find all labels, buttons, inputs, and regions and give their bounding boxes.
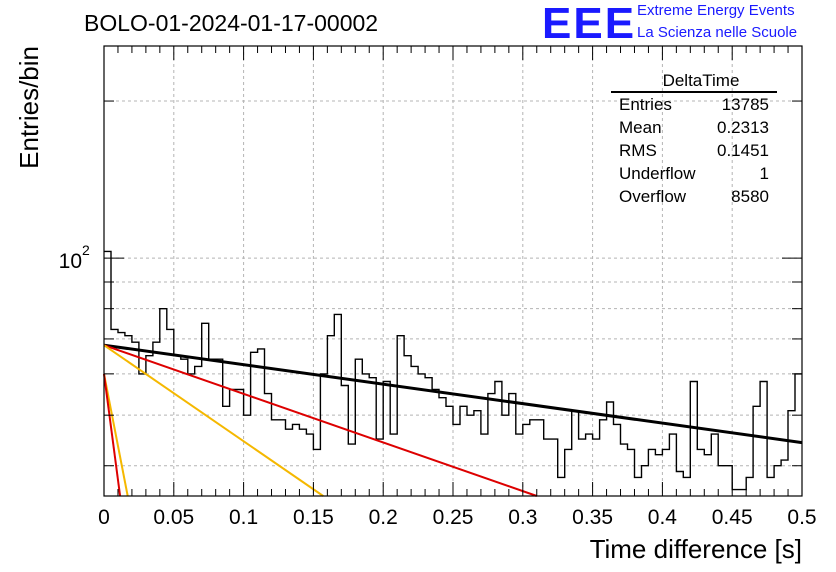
run-title: BOLO-01-2024-01-17-00002 <box>84 10 379 36</box>
stats-label: Underflow <box>619 164 696 183</box>
x-tick-label: 0.45 <box>712 506 753 529</box>
x-tick-label: 0.3 <box>508 506 537 529</box>
x-tick-label: 0.05 <box>153 506 194 529</box>
stats-label: Mean <box>619 118 662 137</box>
stats-value: 13785 <box>721 95 769 114</box>
stats-row: Mean 0.2313 <box>611 116 777 139</box>
y-tick-label-base: 10 <box>59 250 82 273</box>
y-tick-label-exponent: 2 <box>82 242 90 258</box>
y-axis-label: Entries/bin <box>14 46 44 169</box>
stats-title: DeltaTime <box>611 71 777 93</box>
x-tick-label: 0.35 <box>572 506 613 529</box>
fit-line-component <box>103 373 129 497</box>
stats-value: 0.1451 <box>717 141 769 160</box>
x-tick-label: 0.25 <box>433 506 474 529</box>
stats-label: RMS <box>619 141 657 160</box>
stats-row: Overflow 8580 <box>611 185 777 208</box>
stats-label: Overflow <box>619 187 687 206</box>
stats-box: DeltaTime Entries 13785 Mean 0.2313 RMS … <box>611 71 777 208</box>
x-tick-label: 0.4 <box>648 506 678 529</box>
histogram-step-line <box>104 250 802 491</box>
x-tick-labels: 0 0.05 0.1 0.15 0.2 0.25 0.3 0.35 0.4 0.45 0.5 <box>98 506 816 529</box>
histogram-bins <box>104 250 802 491</box>
logo-line-1: Extreme Energy Events <box>637 2 795 19</box>
fit-line-total <box>103 343 803 445</box>
stats-row: RMS 0.1451 <box>611 139 777 162</box>
fit-line-component <box>103 344 538 497</box>
stats-row: Underflow 1 <box>611 162 777 185</box>
fit-line-component <box>103 344 324 497</box>
stats-label: Entries <box>619 95 672 114</box>
x-tick-label: 0.5 <box>787 506 816 529</box>
stats-row: Entries 13785 <box>611 93 777 116</box>
axis-ticks <box>103 46 803 497</box>
x-tick-label: 0 <box>98 506 110 529</box>
stats-value: 1 <box>759 164 769 183</box>
fit-line-component <box>103 373 122 497</box>
logo-line-2: La Scienza nelle Scuole <box>637 24 798 41</box>
stats-value: 8580 <box>731 187 769 206</box>
x-tick-label: 0.2 <box>369 506 398 529</box>
x-tick-label: 0.1 <box>229 506 258 529</box>
x-tick-label: 0.15 <box>293 506 334 529</box>
x-axis-label: Time difference [s] <box>590 534 802 564</box>
stats-value: 0.2313 <box>717 118 769 137</box>
eee-logo: EEE <box>542 0 637 48</box>
fit-curves <box>103 343 803 497</box>
